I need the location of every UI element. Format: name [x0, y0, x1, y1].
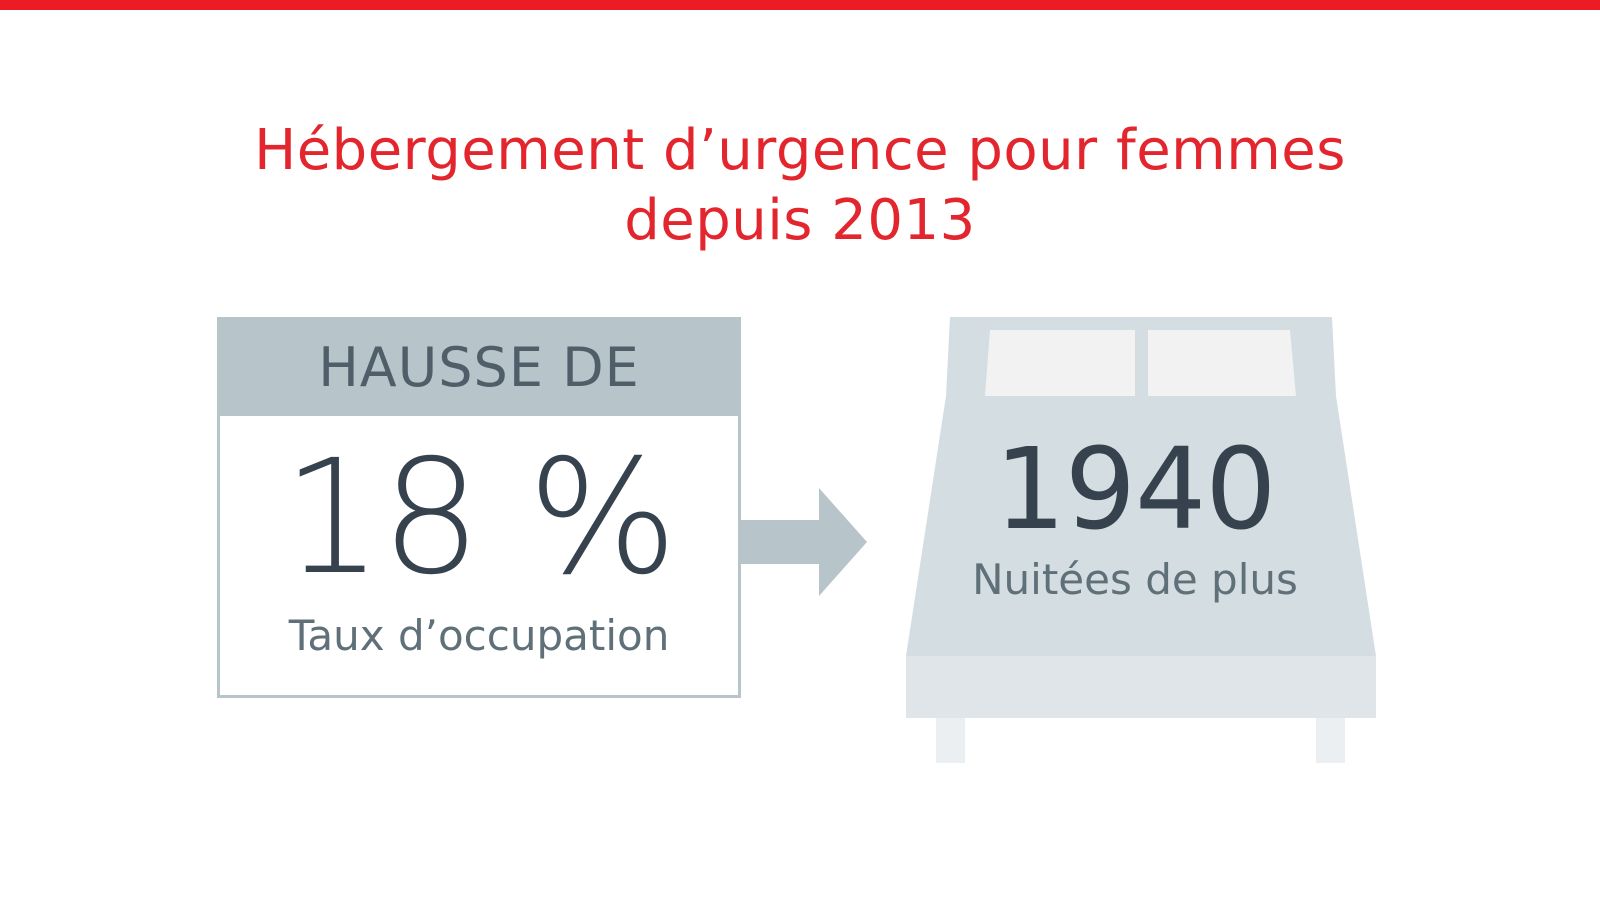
occupancy-value: 18 %	[282, 426, 677, 610]
title-line-1: Hébergement d’urgence pour femmes	[254, 117, 1346, 183]
arrow-right-icon	[741, 488, 867, 596]
occupancy-header: HAUSSE DE	[220, 320, 738, 416]
title-line-2: depuis 2013	[624, 187, 976, 253]
nights-value: 1940	[994, 425, 1276, 555]
nights-caption: Nuitées de plus	[972, 555, 1298, 604]
page-title: Hébergement d’urgence pour femmes depuis…	[0, 116, 1600, 256]
top-accent-bar	[0, 0, 1600, 10]
occupancy-caption: Taux d’occupation	[288, 611, 670, 660]
occupancy-stat-box: HAUSSE DE 18 % Taux d’occupation	[217, 317, 741, 698]
